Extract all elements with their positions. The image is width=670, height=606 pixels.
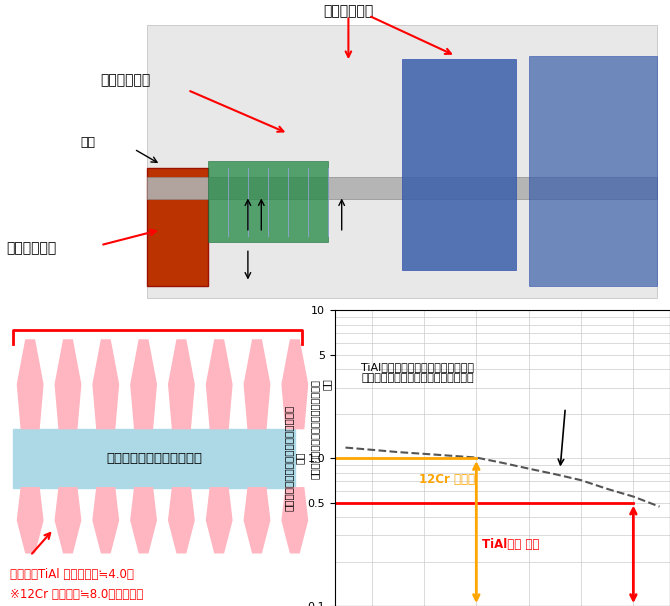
Bar — [147, 25, 657, 298]
Text: 中圧タービン: 中圧タービン — [100, 74, 151, 88]
Polygon shape — [17, 340, 43, 428]
Polygon shape — [245, 488, 270, 553]
Text: 12Cr 鋼動翼: 12Cr 鋼動翼 — [419, 473, 475, 486]
Text: TiAl動翼の適用によりローターへの
負荷応力が低減し、耐用温度が向上。: TiAl動翼の適用によりローターへの 負荷応力が低減し、耐用温度が向上。 — [361, 362, 474, 383]
Text: 低圧タービン: 低圧タービン — [324, 5, 374, 19]
Polygon shape — [93, 340, 119, 428]
Polygon shape — [17, 488, 43, 553]
Text: ローター材：フェライト鋼: ローター材：フェライト鋼 — [106, 451, 202, 465]
Bar — [529, 56, 657, 285]
Polygon shape — [55, 340, 80, 428]
Polygon shape — [169, 488, 194, 553]
Text: 高圧タービン: 高圧タービン — [7, 241, 57, 255]
Polygon shape — [169, 340, 194, 428]
Y-axis label: 出力応力（ローターへの負荷応力比）
ロー: 出力応力（ローターへの負荷応力比） ロー — [283, 405, 305, 511]
Text: 動翼材：TiAl 合金（比重≒4.0）: 動翼材：TiAl 合金（比重≒4.0） — [10, 568, 134, 581]
Bar — [147, 177, 657, 199]
Polygon shape — [206, 340, 232, 428]
Polygon shape — [55, 488, 80, 553]
Text: 出力応力（ローターへの負荷応力比）
ロー: 出力応力（ローターへの負荷応力比） ロー — [310, 379, 332, 479]
Bar — [402, 59, 516, 270]
Text: 蒸気: 蒸気 — [80, 136, 95, 149]
Polygon shape — [245, 340, 270, 428]
Text: TiAl合金 動翼: TiAl合金 動翼 — [482, 538, 539, 551]
Polygon shape — [282, 340, 308, 428]
Polygon shape — [93, 488, 119, 553]
Text: ※12Cr 鋼（比重≒8.0）の約半分: ※12Cr 鋼（比重≒8.0）の約半分 — [10, 588, 143, 601]
Polygon shape — [206, 488, 232, 553]
Bar — [13, 428, 295, 488]
Bar — [147, 168, 208, 285]
Polygon shape — [282, 488, 308, 553]
Polygon shape — [131, 340, 156, 428]
Polygon shape — [131, 488, 156, 553]
Bar — [208, 161, 328, 242]
